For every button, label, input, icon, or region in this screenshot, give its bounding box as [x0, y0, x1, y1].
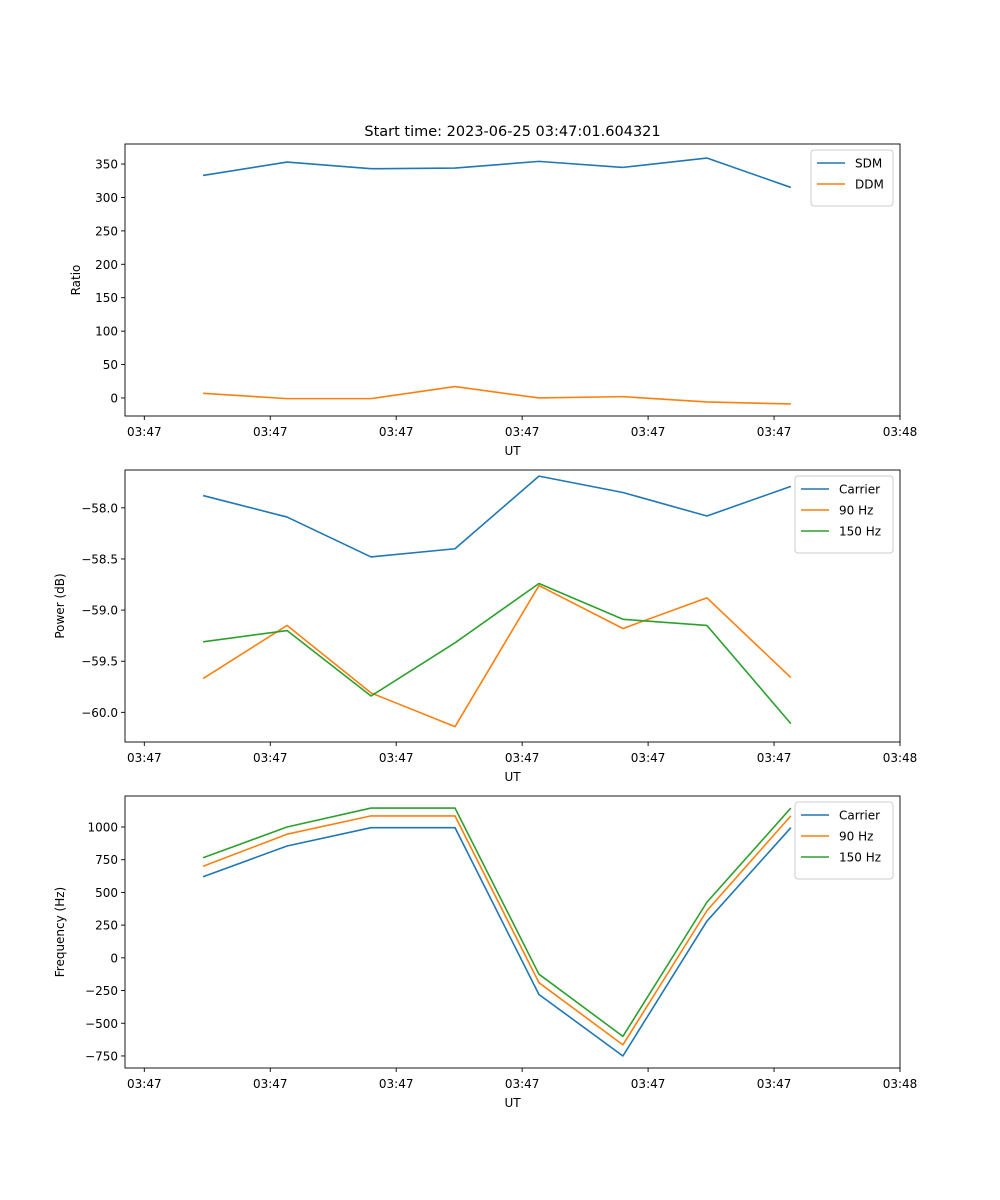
x-tick-label: 03:48: [883, 1077, 918, 1091]
legend: Carrier 90 Hz 150 Hz: [794, 801, 894, 880]
series-line-ddm: [203, 385, 791, 405]
x-tick-label: 03:47: [757, 751, 792, 765]
series-line-90-hz: [202, 584, 792, 728]
y-tick-label: 0: [110, 391, 118, 405]
axes-frame: [124, 795, 901, 1069]
y-tick-label: 250: [95, 224, 118, 238]
x-tick-label: 03:47: [505, 1077, 540, 1091]
x-tick-label: 03:47: [379, 425, 414, 439]
legend-entry: Carrier: [839, 809, 880, 823]
legend-entry: Carrier: [839, 483, 880, 497]
series-line-90-hz: [202, 815, 792, 1046]
y-axis-label: Frequency (Hz): [53, 887, 67, 978]
x-tick-label: 03:47: [127, 425, 162, 439]
series-line-carrier: [202, 826, 792, 1057]
legend-entry: SDM: [855, 157, 882, 171]
y-tick-label: 200: [95, 258, 118, 272]
y-axis-label: Ratio: [69, 265, 83, 296]
legend: Carrier 90 Hz 150 Hz: [794, 475, 894, 554]
legend-entry: 150 Hz: [839, 525, 881, 539]
legend-entry: 90 Hz: [839, 830, 873, 844]
x-tick-label: 03:47: [379, 1077, 414, 1091]
y-tick-label: 100: [95, 325, 118, 339]
subplot-2: 03:47 03:47 03:47 03:47 03:47 03:47 03:48 UT −60…: [53, 469, 918, 784]
x-axis-label: UT: [504, 770, 521, 784]
x-tick-label: 03:47: [631, 425, 666, 439]
y-tick-label: 150: [95, 291, 118, 305]
axes-frame: [124, 143, 901, 417]
x-tick-label: 03:47: [127, 1077, 162, 1091]
y-tick-label: 0: [110, 951, 118, 965]
y-tick-label: 500: [95, 886, 118, 900]
subplot-3: 03:47 03:47 03:47 03:47 03:47 03:47 03:48 UT −75…: [53, 795, 918, 1110]
x-tick-label: 03:47: [253, 425, 288, 439]
x-axis-label: UT: [504, 444, 521, 458]
x-tick-label: 03:48: [883, 425, 918, 439]
y-tick-label: −58.5: [81, 552, 118, 566]
legend-entry: DDM: [855, 178, 884, 192]
legend-box: [794, 475, 894, 554]
x-tick-label: 03:47: [631, 1077, 666, 1091]
x-tick-label: 03:47: [127, 751, 162, 765]
y-tick-label: −250: [85, 984, 118, 998]
x-tick-label: 03:47: [757, 1077, 792, 1091]
legend-box: [794, 801, 894, 880]
x-tick-label: 03:47: [757, 425, 792, 439]
x-tick-label: 03:48: [883, 751, 918, 765]
x-tick-label: 03:47: [505, 751, 540, 765]
y-tick-label: 1000: [87, 821, 118, 835]
series-line-carrier: [202, 475, 792, 558]
y-tick-label: −750: [85, 1049, 118, 1063]
figure-title: Start time: 2023-06-25 03:47:01.604321: [364, 124, 660, 140]
series-line-sdm: [202, 157, 792, 189]
y-tick-label: −60.0: [81, 706, 118, 720]
y-tick-label: −59.0: [81, 604, 118, 618]
y-axis-label: Power (dB): [53, 573, 67, 638]
x-tick-label: 03:47: [253, 1077, 288, 1091]
x-tick-label: 03:47: [631, 751, 666, 765]
y-tick-label: 350: [95, 158, 118, 172]
y-tick-label: 250: [95, 919, 118, 933]
legend-entry: 90 Hz: [839, 504, 873, 518]
y-tick-label: −500: [85, 1017, 118, 1031]
axes-frame: [124, 469, 901, 743]
y-tick-label: −59.5: [81, 655, 118, 669]
y-tick-label: 50: [103, 358, 118, 372]
series-line-150-hz: [202, 807, 792, 1038]
legend: SDM DDM: [810, 149, 894, 207]
x-axis-label: UT: [504, 1096, 521, 1110]
x-tick-label: 03:47: [505, 425, 540, 439]
y-tick-label: 300: [95, 191, 118, 205]
y-tick-label: 750: [95, 853, 118, 867]
legend-entry: 150 Hz: [839, 851, 881, 865]
subplot-1: 03:47 03:47 03:47 03:47 03:47 03:47 03:48 UT 0 50…: [69, 143, 918, 458]
legend-box: [810, 149, 894, 207]
y-tick-label: −58.0: [81, 501, 118, 515]
series-line-150-hz: [202, 582, 792, 725]
x-tick-label: 03:47: [379, 751, 414, 765]
x-tick-label: 03:47: [253, 751, 288, 765]
